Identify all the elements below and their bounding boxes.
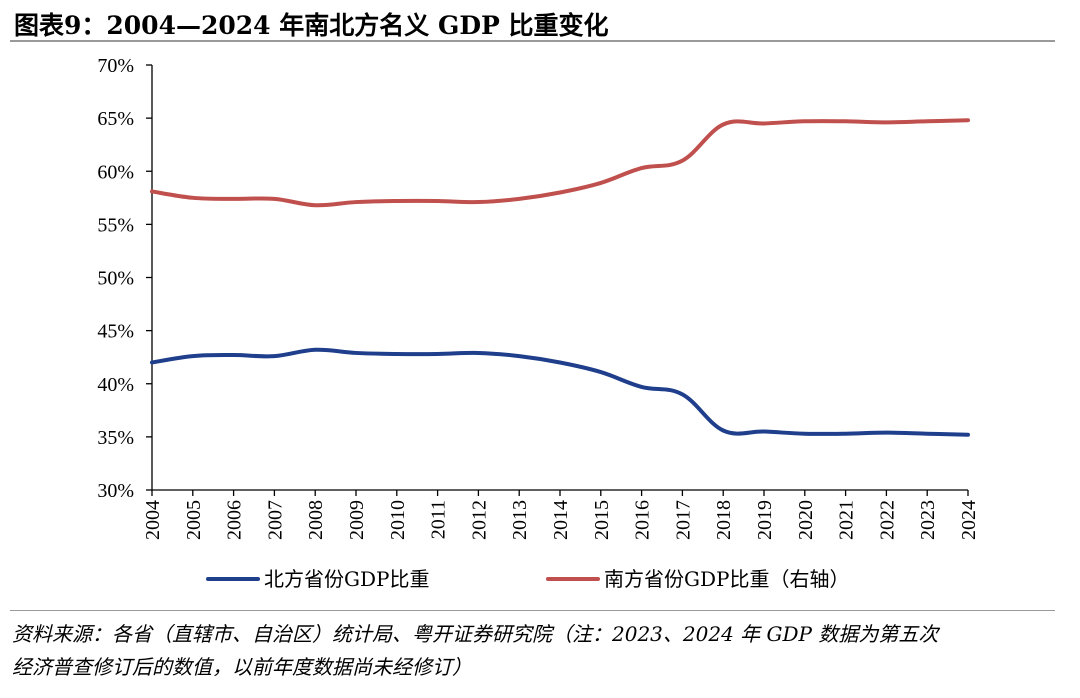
data-point [599, 371, 602, 374]
y-tick-label: 35% [97, 427, 134, 449]
source-line-2: 经济普查修订后的数值，以前年度数据尚未经修订） [12, 655, 472, 679]
data-point [518, 355, 521, 358]
data-point [518, 197, 521, 200]
data-point [599, 181, 602, 184]
x-tick-label: 2006 [224, 500, 246, 540]
x-tick-label: 2023 [917, 500, 939, 540]
y-tick-label: 45% [97, 321, 134, 343]
data-point [395, 200, 398, 203]
data-point [436, 200, 439, 203]
x-tick-label: 2024 [958, 500, 980, 540]
data-point [477, 201, 480, 204]
data-point [763, 430, 766, 433]
line-chart: 30% 35% 40% 45% 50% 55% 60% 65% 70% 2004 2005 2006 2… [97, 55, 980, 591]
x-tick-label: 2017 [672, 500, 694, 540]
x-tick-label: 2011 [428, 500, 450, 539]
x-tick-label: 2004 [142, 500, 164, 540]
source-line-1: 资料来源：各省（直辖市、自治区）统计局、粤开证券研究院（注：2023、2024 … [12, 622, 939, 646]
data-point [191, 355, 194, 358]
data-point [926, 120, 929, 123]
data-point [559, 191, 562, 194]
data-point [681, 159, 684, 162]
x-tick-label: 2021 [836, 500, 858, 540]
data-point [885, 121, 888, 124]
data-point [314, 348, 317, 351]
x-tick-label: 2010 [387, 500, 409, 540]
data-point [967, 433, 970, 436]
data-point [191, 196, 194, 199]
x-tick-label: 2018 [713, 500, 735, 540]
y-tick-label: 40% [97, 374, 134, 396]
x-tick-label: 2022 [876, 500, 898, 540]
data-point [722, 429, 725, 432]
data-point [273, 197, 276, 200]
data-point [273, 355, 276, 358]
data-point [436, 353, 439, 356]
x-tick-label: 2014 [550, 500, 572, 540]
x-tick-label: 2008 [305, 500, 327, 540]
north-gdp-share-line [150, 347, 970, 437]
x-tick-label: 2012 [468, 500, 490, 540]
data-point [559, 361, 562, 364]
x-tick-label: 2019 [754, 500, 776, 540]
data-point [681, 393, 684, 396]
x-tick-label: 2009 [346, 500, 368, 540]
data-point [967, 119, 970, 122]
data-point [151, 361, 154, 364]
south-gdp-share-line [150, 118, 970, 208]
data-point [151, 190, 154, 193]
x-tick-label: 2007 [264, 500, 286, 540]
data-point [926, 432, 929, 435]
data-point [803, 432, 806, 435]
data-point [722, 123, 725, 126]
data-point [232, 197, 235, 200]
source-divider [10, 610, 1055, 611]
x-tick-label: 2013 [509, 500, 531, 540]
data-point [355, 201, 358, 204]
x-tick-label: 2020 [795, 500, 817, 540]
data-point [477, 351, 480, 354]
y-tick-label: 65% [97, 108, 134, 130]
data-point [232, 354, 235, 357]
y-tick-label: 70% [97, 55, 134, 77]
data-point [885, 431, 888, 434]
y-tick-label: 50% [97, 268, 134, 290]
data-point [640, 385, 643, 388]
data-point [803, 120, 806, 123]
x-tick-label: 2015 [591, 500, 613, 540]
data-point [395, 353, 398, 356]
legend-label: 南方省份GDP比重（右轴） [604, 567, 849, 591]
source-note: 资料来源：各省（直辖市、自治区）统计局、粤开证券研究院（注：2023、2024 … [12, 618, 1062, 684]
y-tick-label: 55% [97, 214, 134, 236]
data-point [640, 167, 643, 170]
data-point [314, 204, 317, 207]
data-point [355, 351, 358, 354]
x-tick-label: 2005 [183, 500, 205, 540]
y-tick-label: 30% [97, 480, 134, 502]
data-point [763, 122, 766, 125]
chart-title: 图表9：2004—2024 年南北方名义 GDP 比重变化 [14, 11, 609, 40]
legend-label: 北方省份GDP比重 [264, 567, 429, 591]
x-tick-label: 2016 [632, 500, 654, 540]
data-point [844, 432, 847, 435]
title-divider [10, 40, 1055, 42]
y-tick-label: 60% [97, 161, 134, 183]
data-point [844, 120, 847, 123]
